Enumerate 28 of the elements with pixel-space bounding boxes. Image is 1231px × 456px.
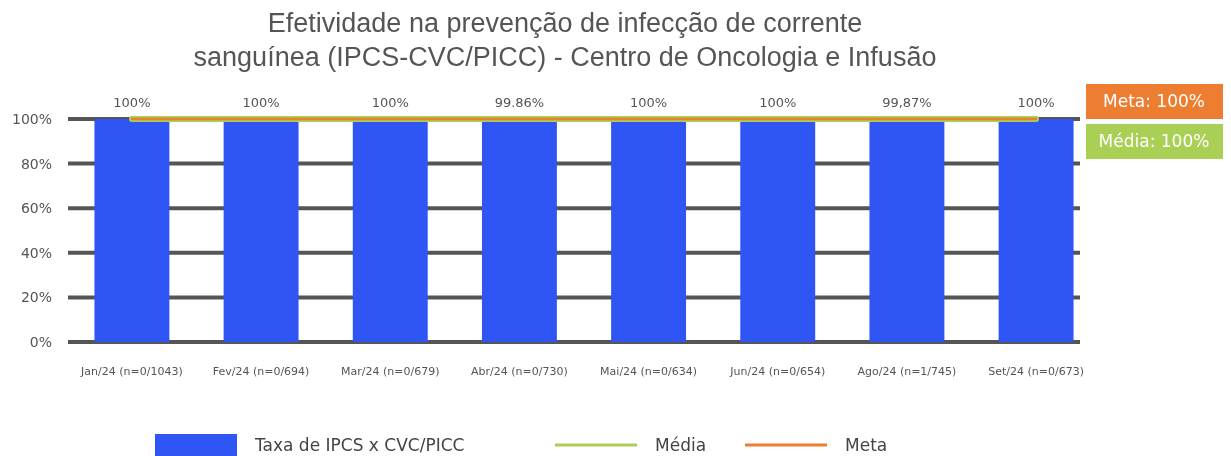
x-tick-label: Abr/24 (n=0/730) — [471, 365, 568, 378]
x-tick-label: Mai/24 (n=0/634) — [600, 365, 698, 378]
text: Meta: 100% — [1103, 91, 1205, 112]
legend-label: Meta — [845, 434, 888, 455]
chart-title: Efetividade na prevenção de infecção de corrente sanguínea (IPCS-CVC/PICC) - Centro de Oncologia e Infusão — [193, 8, 937, 72]
x-tick-label: Fev/24 (n=0/694) — [212, 365, 310, 378]
x-tick-label: Mar/24 (n=0/679) — [341, 365, 440, 378]
x-tick-label: Jun/24 (n=0/654) — [729, 365, 826, 378]
x-tick-label: Set/24 (n=0/673) — [988, 365, 1084, 378]
x-tick-label: Jan/24 (n=0/1043) — [80, 365, 183, 378]
y-tick-label: 40% — [20, 244, 52, 261]
x-tick-label: Ago/24 (n=1/745) — [857, 365, 957, 378]
data-label: 100% — [242, 95, 280, 110]
data-label: 100% — [1017, 95, 1055, 110]
data-label: 99,87% — [882, 95, 932, 110]
data-label: 100% — [759, 95, 797, 110]
data-label: 100% — [113, 95, 151, 110]
data-label: 100% — [630, 95, 668, 110]
y-tick-label: 0% — [29, 333, 52, 350]
y-tick-label: 80% — [20, 155, 52, 172]
text: Média: 100% — [1098, 131, 1210, 152]
legend-label: Taxa de IPCS x CVC/PICC — [254, 434, 465, 455]
y-tick-label: 60% — [20, 200, 52, 217]
data-label: 99.86% — [494, 95, 545, 110]
data-label: 100% — [371, 95, 409, 110]
legend-label: Média — [655, 434, 707, 455]
y-tick-label: 100% — [11, 110, 52, 127]
y-tick-label: 20% — [20, 289, 52, 306]
